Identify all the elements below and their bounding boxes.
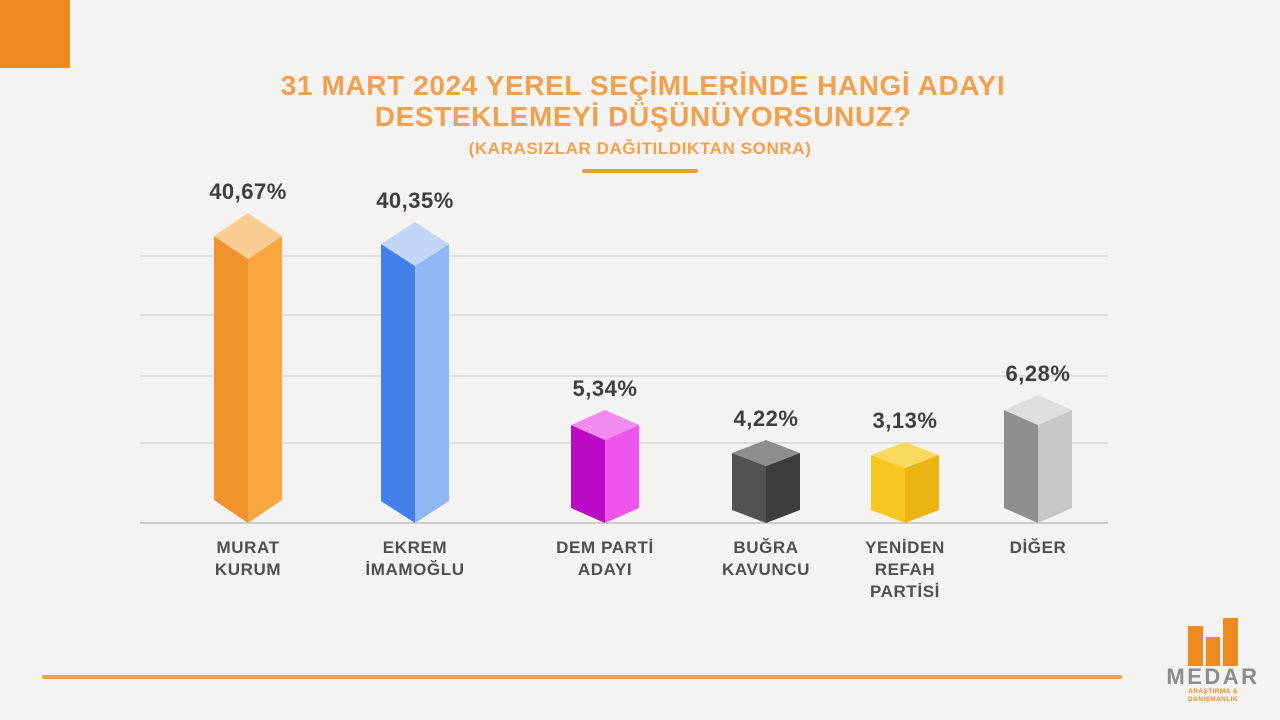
category-label-2: DEM PARTİ ADAYI	[556, 537, 654, 581]
bar-0-top-face	[214, 213, 282, 259]
category-label-4: YENİDEN REFAH PARTİSİ	[865, 537, 945, 603]
value-label-1: 40,35%	[376, 188, 454, 213]
category-label-line: KURUM	[214, 560, 282, 579]
bar-0-left-face	[214, 236, 248, 523]
value-label-4: 3,13%	[872, 408, 938, 433]
bar-4-right-face	[905, 455, 939, 523]
bar-2-left-face	[571, 425, 605, 523]
category-label-line: YENİDEN	[865, 538, 945, 557]
category-label-line: EKREM	[382, 538, 448, 557]
bar-3-right-face	[766, 453, 800, 523]
category-label-1: EKREM İMAMOĞLU	[365, 537, 464, 581]
bar-4-top-face	[871, 442, 939, 468]
category-label-line: PARTİSİ	[869, 582, 940, 601]
chart-title-line2: DESTEKLEMEYİ DÜŞÜNÜYORSUNUZ?	[374, 101, 912, 132]
bar-2-top-face	[571, 410, 639, 440]
bar-3-left-face	[732, 453, 766, 523]
category-label-line: DİĞER	[1009, 538, 1067, 557]
bar-4-left-face	[871, 455, 905, 523]
bar-5-right-face	[1038, 410, 1072, 523]
bar-5-top-face	[1004, 395, 1072, 425]
bar-chart-logo-icon	[1188, 618, 1238, 666]
logo-wordmark: MEDAR	[1166, 664, 1260, 689]
bar-5-left-face	[1004, 410, 1038, 523]
medar-logo: MEDAR ARAŞTIRMA & DANIŞMANLIK	[1163, 616, 1263, 704]
value-label-5: 6,28%	[1005, 361, 1071, 386]
title-underline	[582, 169, 698, 173]
value-label-3: 4,22%	[733, 406, 799, 431]
category-label-line: DEM PARTİ	[556, 538, 654, 557]
category-label-line: BUĞRA	[733, 538, 799, 557]
corner-accent-square	[0, 0, 70, 68]
chart-header: 31 MART 2024 YEREL SEÇİMLERİNDE HANGİ AD…	[0, 70, 1280, 173]
value-label-0: 40,67%	[209, 179, 287, 204]
category-label-line: MURAT	[216, 538, 280, 557]
category-label-3: BUĞRA KAVUNCU	[722, 537, 810, 581]
chart-title-line1: 31 MART 2024 YEREL SEÇİMLERİNDE HANGİ AD…	[280, 70, 1006, 101]
category-label-5: DİĞER	[1010, 537, 1067, 559]
chart-subtitle: (KARASIZLAR DAĞITILDIKTAN SONRA)	[468, 139, 812, 158]
logo-tagline: ARAŞTIRMA & DANIŞMANLIK	[1188, 688, 1238, 703]
category-label-line: REFAH	[874, 560, 936, 579]
bar-0-right-face	[248, 236, 282, 523]
bar-3-top-face	[732, 440, 800, 466]
category-label-line: İMAMOĞLU	[365, 560, 465, 579]
category-label-line: ADAYI	[577, 560, 633, 579]
category-label-line: KAVUNCU	[722, 560, 810, 579]
bar-1-right-face	[415, 244, 449, 523]
bar-2-right-face	[605, 425, 639, 523]
bar-1-left-face	[381, 244, 415, 523]
bar-1-top-face	[381, 222, 449, 266]
value-label-2: 5,34%	[572, 376, 638, 401]
category-label-0: MURAT KURUM	[215, 537, 281, 581]
footer-divider-line	[42, 675, 1122, 679]
